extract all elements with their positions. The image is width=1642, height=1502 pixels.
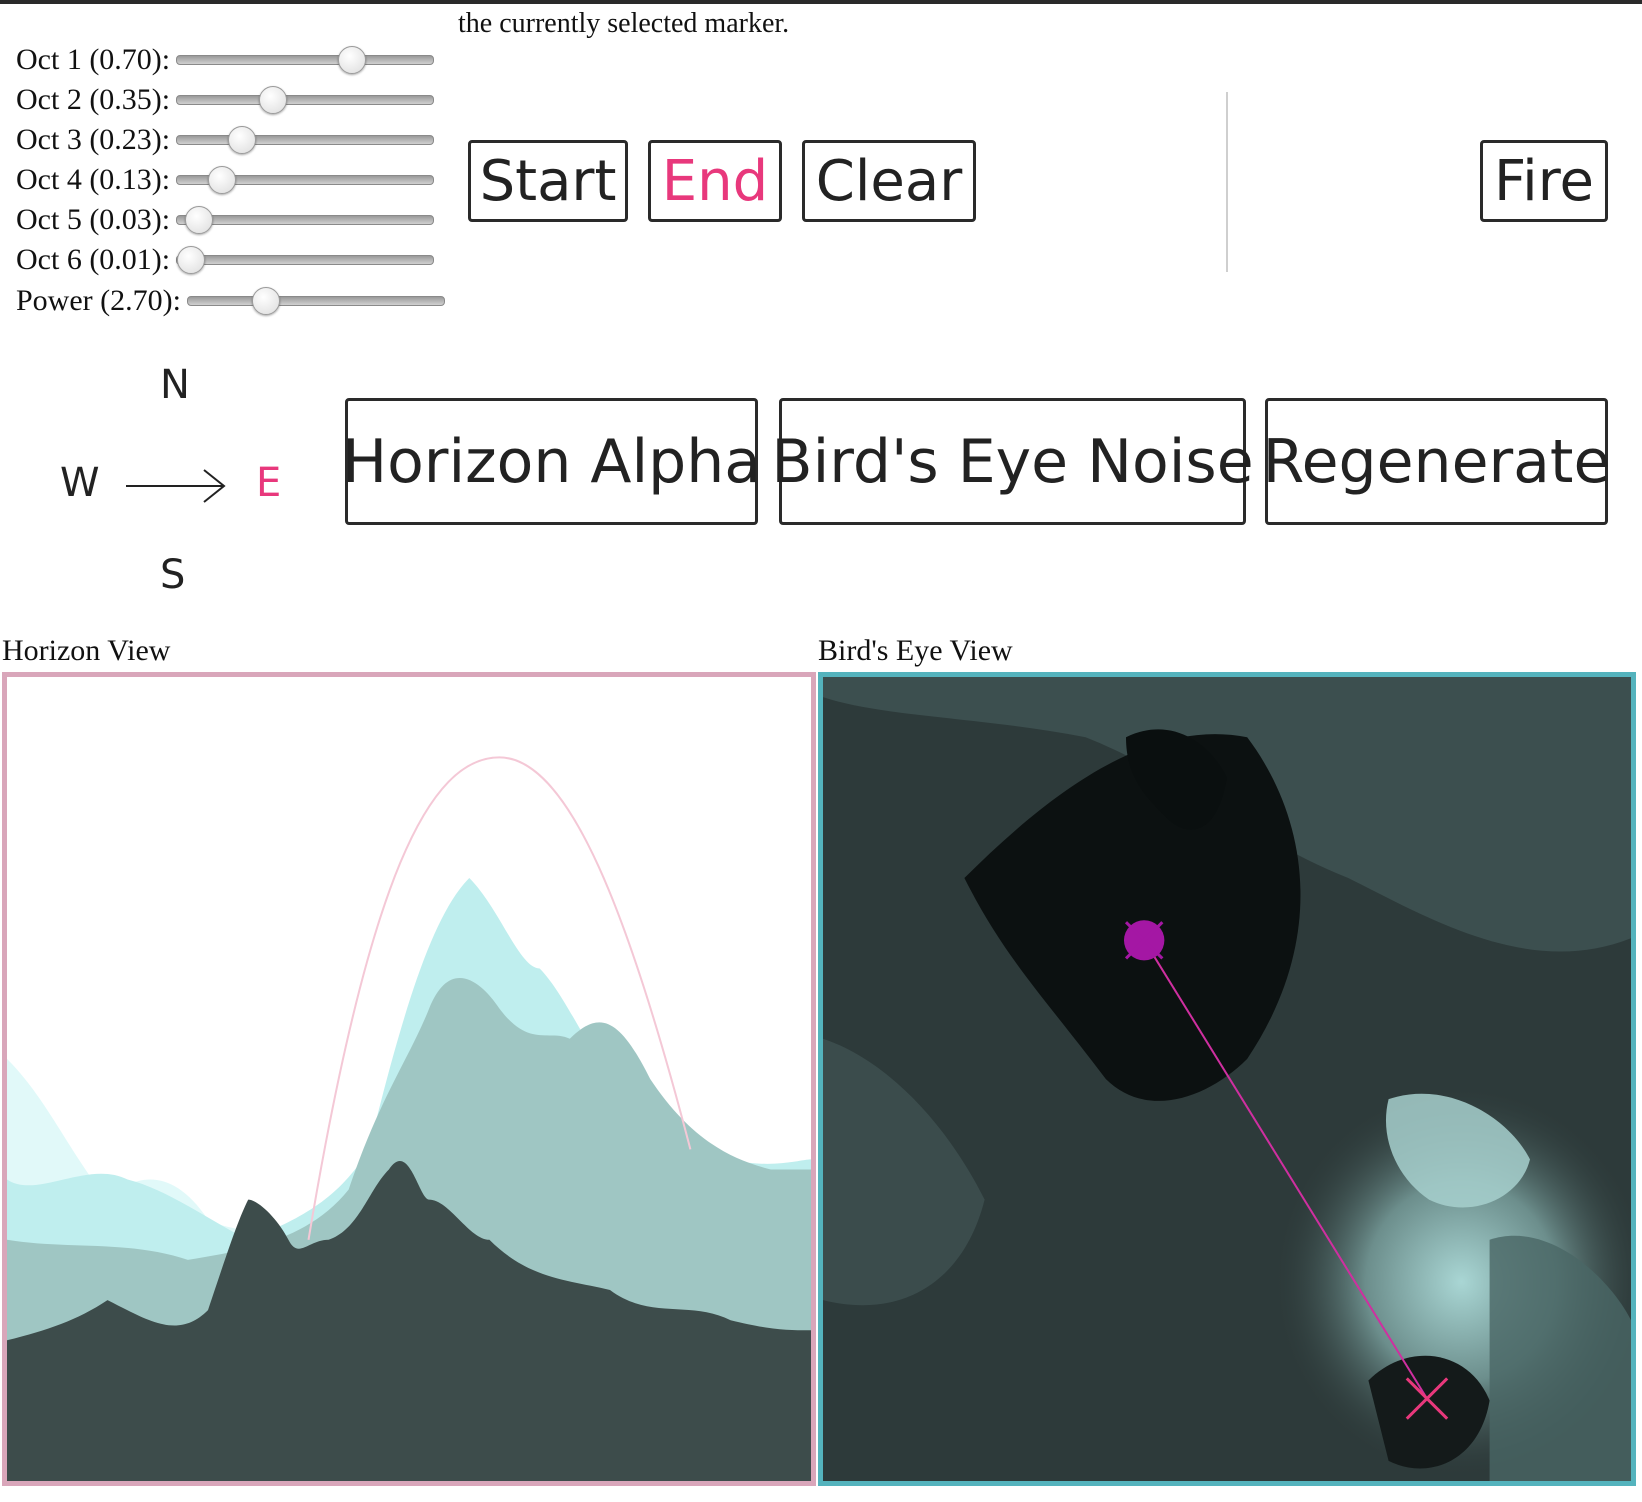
oct-4-slider[interactable] <box>176 166 435 194</box>
slider-label: Oct 2 (0.35): <box>16 83 171 116</box>
slider-row-oct-3: Oct 3 (0.23): <box>16 120 435 160</box>
slider-thumb[interactable] <box>176 246 205 274</box>
slider-thumb[interactable] <box>338 46 367 74</box>
slider-thumb[interactable] <box>207 166 236 194</box>
oct-3-slider[interactable] <box>176 126 435 154</box>
oct-5-slider[interactable] <box>176 206 435 234</box>
slider-thumb[interactable] <box>228 126 257 154</box>
birds-eye-view-map <box>823 677 1631 1481</box>
oct-2-slider[interactable] <box>176 86 435 114</box>
slider-label: Oct 5 (0.03): <box>16 203 171 236</box>
regenerate-button[interactable]: Regenerate <box>1263 398 1610 525</box>
start-marker-button[interactable]: Start <box>468 140 628 222</box>
slider-row-power: Power (2.70): <box>16 281 445 321</box>
compass-west[interactable]: W <box>60 460 100 506</box>
slider-row-oct-2: Oct 2 (0.35): <box>16 80 435 120</box>
oct-6-slider[interactable] <box>176 246 435 274</box>
slider-row-oct-5: Oct 5 (0.03): <box>16 200 435 240</box>
end-marker-button[interactable]: End <box>648 140 782 222</box>
slider-row-oct-4: Oct 4 (0.13): <box>16 160 435 200</box>
horizon-view-canvas[interactable] <box>2 672 816 1486</box>
arrow-right-icon <box>126 469 226 503</box>
birds-eye-view-label: Bird's Eye View <box>818 634 1013 667</box>
compass-north[interactable]: N <box>160 362 190 408</box>
toolbar-divider <box>1226 92 1228 272</box>
slider-label: Oct 4 (0.13): <box>16 163 171 196</box>
horizon-alpha-button[interactable]: Horizon Alpha <box>342 398 761 525</box>
end-marker[interactable] <box>1405 1377 1449 1420</box>
slider-row-oct-1: Oct 1 (0.70): <box>16 40 435 80</box>
birds-eye-noise-button[interactable]: Bird's Eye Noise <box>771 398 1254 525</box>
slider-thumb[interactable] <box>258 86 287 114</box>
compass-south[interactable]: S <box>160 552 186 598</box>
birds-eye-view-canvas[interactable] <box>818 672 1636 1486</box>
start-marker[interactable] <box>1123 920 1165 961</box>
slider-row-oct-6: Oct 6 (0.01): <box>16 240 435 280</box>
horizon-view-label: Horizon View <box>2 634 171 667</box>
top-border <box>0 0 1642 4</box>
slider-thumb[interactable] <box>184 206 213 234</box>
oct-1-slider[interactable] <box>176 46 435 74</box>
clear-markers-button[interactable]: Clear <box>802 140 976 222</box>
slider-label: Power (2.70): <box>16 284 181 317</box>
slider-label: Oct 1 (0.70): <box>16 43 171 76</box>
compass-east[interactable]: E <box>256 460 282 506</box>
intro-text: the currently selected marker. <box>458 8 790 39</box>
slider-label: Oct 6 (0.01): <box>16 243 171 276</box>
slider-thumb[interactable] <box>251 287 280 315</box>
slider-label: Oct 3 (0.23): <box>16 123 171 156</box>
horizon-view-terrain <box>7 677 811 1481</box>
power-slider[interactable] <box>186 287 445 315</box>
fire-button[interactable]: Fire <box>1480 140 1608 222</box>
